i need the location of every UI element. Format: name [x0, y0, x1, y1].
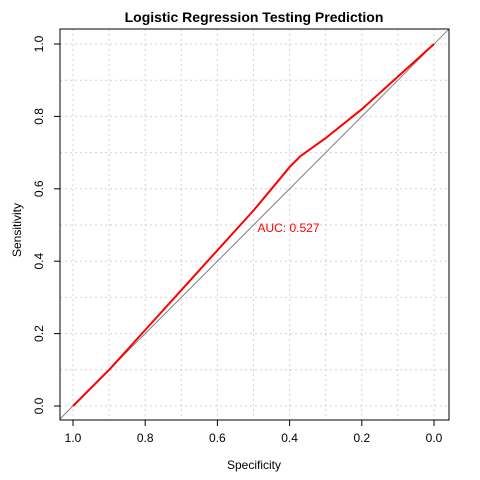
x-axis: 1.0 0.8 0.6 0.4 0.2 0.0 — [65, 420, 443, 445]
y-tick-label: 0.0 — [32, 397, 46, 414]
x-tick-label: 0.6 — [209, 431, 226, 445]
auc-annotation: AUC: 0.527 — [257, 221, 319, 235]
y-tick-label: 0.4 — [32, 253, 46, 270]
x-axis-label: Specificity — [227, 458, 281, 472]
y-tick-label: 0.6 — [32, 180, 46, 197]
reference-diagonal-line — [59, 28, 450, 420]
y-tick-label: 0.8 — [32, 108, 46, 125]
roc-curve-series — [72, 43, 435, 407]
x-tick-label: 0.8 — [137, 431, 154, 445]
y-tick-label: 1.0 — [32, 35, 46, 52]
x-tick-label: 0.4 — [281, 431, 298, 445]
x-tick-label: 0.0 — [426, 431, 443, 445]
y-tick-label: 0.2 — [32, 325, 46, 342]
chart-title: Logistic Regression Testing Prediction — [125, 9, 384, 25]
x-tick-label: 1.0 — [65, 431, 82, 445]
plot-frame — [59, 28, 450, 421]
x-tick-label: 0.2 — [353, 431, 370, 445]
y-axis-label: Sensitivity — [10, 203, 24, 257]
y-axis: 0.0 0.2 0.4 0.6 0.8 1.0 — [32, 35, 60, 414]
